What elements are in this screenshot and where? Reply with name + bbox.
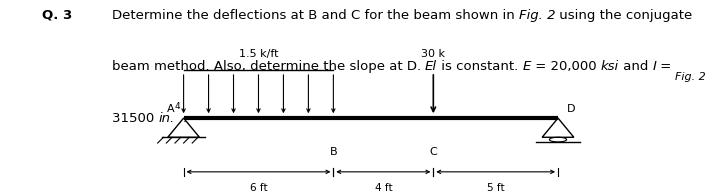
Text: =: = [657,60,672,74]
Text: Fig. 2: Fig. 2 [675,72,706,82]
Text: 4: 4 [174,102,180,111]
Text: E: E [523,60,531,74]
Text: and: and [619,60,652,74]
Text: Fig. 2: Fig. 2 [518,9,555,22]
Text: 5 ft: 5 ft [487,183,505,192]
Text: C: C [429,147,437,157]
Text: 6 ft: 6 ft [250,183,267,192]
Text: is constant.: is constant. [437,60,523,74]
Text: I: I [652,60,657,74]
Text: 1.5 k/ft: 1.5 k/ft [239,49,278,59]
Text: beam method. Also, determine the slope at D.: beam method. Also, determine the slope a… [112,60,425,74]
Text: Determine the deflections at B and C for the beam shown in: Determine the deflections at B and C for… [112,9,518,22]
Text: using the conjugate: using the conjugate [555,9,693,22]
Text: A: A [167,104,175,114]
Text: 30 k: 30 k [421,49,446,59]
Text: Q. 3: Q. 3 [42,9,72,22]
Text: 4 ft: 4 ft [374,183,392,192]
Text: B: B [330,147,337,157]
Text: .: . [183,112,187,125]
Text: in.: in. [158,112,174,125]
Text: El: El [425,60,437,74]
Text: D: D [567,104,575,114]
Text: = 20,000: = 20,000 [531,60,600,74]
Text: 31500: 31500 [112,112,158,125]
Text: ksi: ksi [600,60,619,74]
